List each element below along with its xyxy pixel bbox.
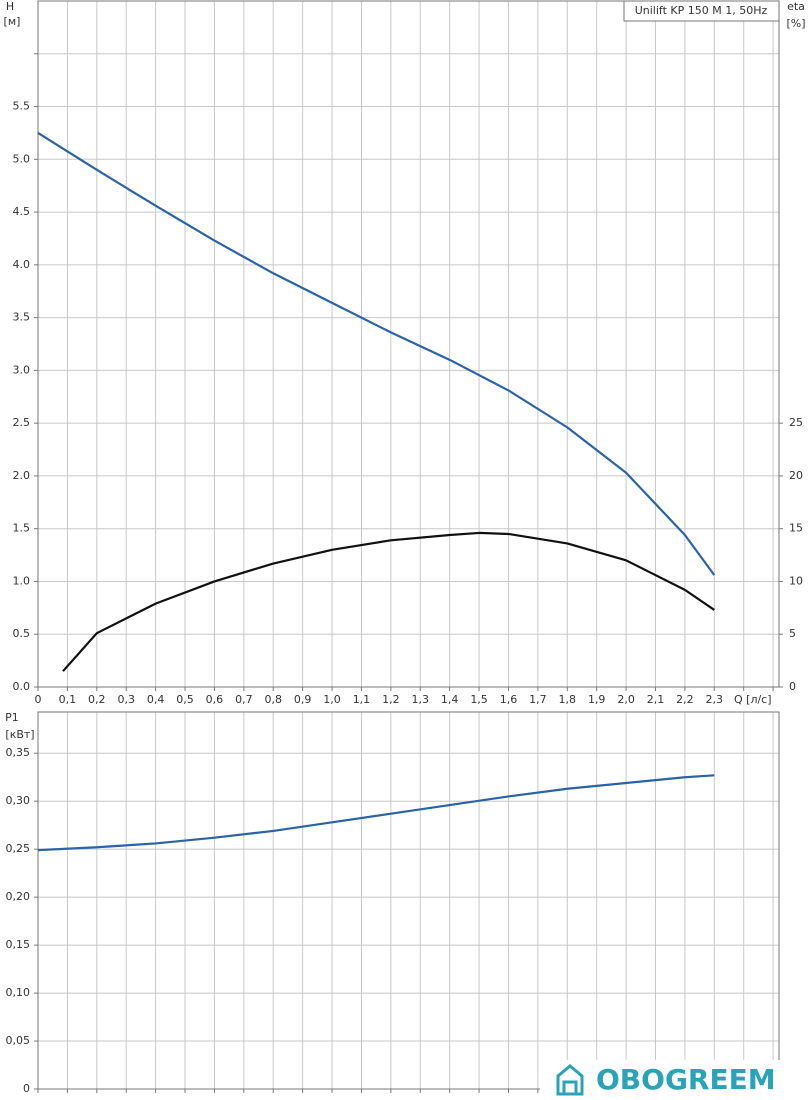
y-tick-label: 0,10 — [6, 986, 31, 999]
y-tick-label: 0,30 — [6, 794, 31, 807]
y-tick-label: 0 — [23, 1082, 30, 1095]
y-axis-label: P1 — [5, 711, 19, 724]
y2-axis-label: eta — [787, 0, 805, 13]
watermark-text: OBOGREEM — [596, 1063, 776, 1096]
x-tick-label: 2,2 — [676, 693, 694, 706]
x-tick-label: 0,2 — [88, 693, 106, 706]
x-tick-label: 0,4 — [147, 693, 165, 706]
plots: 0 0,1 0,2 0,3 0,4 0,5 0,6 0,7 0,8 0,9 1,0 1,1 1,2 1,3… — [6, 0, 803, 1095]
x-tick-label: 2,1 — [647, 693, 665, 706]
x-tick-label: 0,6 — [206, 693, 224, 706]
curve — [62, 531, 715, 672]
y-tick-label: 1.5 — [13, 522, 31, 535]
y-tick-label: 0,20 — [6, 890, 31, 903]
y-tick-label: 0,25 — [6, 842, 31, 855]
x-tick-label: 0 — [35, 693, 42, 706]
x-tick-label: 0,5 — [176, 693, 194, 706]
plot-frame — [37, 711, 780, 1090]
chart-title: Unilift KP 150 M 1, 50Hz — [635, 4, 768, 17]
y-tick-label: 5.5 — [13, 100, 31, 113]
y-tick-label: 3.5 — [13, 311, 31, 324]
y-tick-label: 0,35 — [6, 746, 31, 759]
x-tick-label: 0,3 — [117, 693, 135, 706]
watermark-bg — [540, 1060, 811, 1100]
x-tick-label: 0,8 — [264, 693, 282, 706]
y-tick-label: 0.5 — [13, 627, 31, 640]
y-tick-label: 3.0 — [13, 363, 31, 376]
y-axis-unit: [м] — [4, 15, 21, 28]
y-tick-label: 4.0 — [13, 258, 31, 271]
plot-frame — [37, 0, 780, 688]
title-box — [623, 0, 780, 22]
y2-tick-label: 10 — [789, 574, 803, 587]
curve — [37, 131, 716, 576]
watermark: OBOGREEM — [540, 1060, 811, 1100]
y-tick-label: 2.5 — [13, 416, 31, 429]
y-tick-label: 5.0 — [13, 152, 31, 165]
x-tick-label: 1,1 — [353, 693, 371, 706]
y2-tick-label: 20 — [789, 469, 803, 482]
y-tick-label: 0,15 — [6, 938, 31, 951]
x-tick-label: 1,5 — [470, 693, 488, 706]
y-tick-label: 1.0 — [13, 574, 31, 587]
y-axis-label: H — [6, 0, 14, 13]
y2-axis-unit: [%] — [786, 17, 805, 30]
y2-tick-label: 25 — [789, 416, 803, 429]
x-tick-label: 2,3 — [706, 693, 724, 706]
x-tick-label: 1,0 — [323, 693, 341, 706]
x-tick-label: 1,3 — [412, 693, 430, 706]
y-tick-label: 2.0 — [13, 469, 31, 482]
x-axis-label: Q [л/с] — [734, 693, 772, 706]
y2-tick-label: 0 — [789, 680, 796, 693]
x-tick-label: 1,9 — [588, 693, 606, 706]
x-tick-label: 2,0 — [617, 693, 635, 706]
y-axis-unit: [кВт] — [5, 728, 34, 741]
x-tick-label: 0,7 — [235, 693, 253, 706]
y-tick-label: 0.0 — [13, 680, 31, 693]
y2-tick-label: 15 — [789, 522, 803, 535]
x-tick-label: 0,9 — [294, 693, 312, 706]
x-tick-label: 1,8 — [559, 693, 577, 706]
x-tick-label: 1,6 — [500, 693, 518, 706]
y-tick-label: 0,05 — [6, 1034, 31, 1047]
y2-tick-label: 5 — [789, 627, 796, 640]
x-tick-label: 0,1 — [59, 693, 77, 706]
curve — [37, 774, 715, 852]
x-tick-label: 1,7 — [529, 693, 547, 706]
x-tick-label: 1,2 — [382, 693, 400, 706]
x-tick-label: 1,4 — [441, 693, 459, 706]
watermark-icon — [556, 1064, 584, 1096]
y-tick-label: 4.5 — [13, 205, 31, 218]
